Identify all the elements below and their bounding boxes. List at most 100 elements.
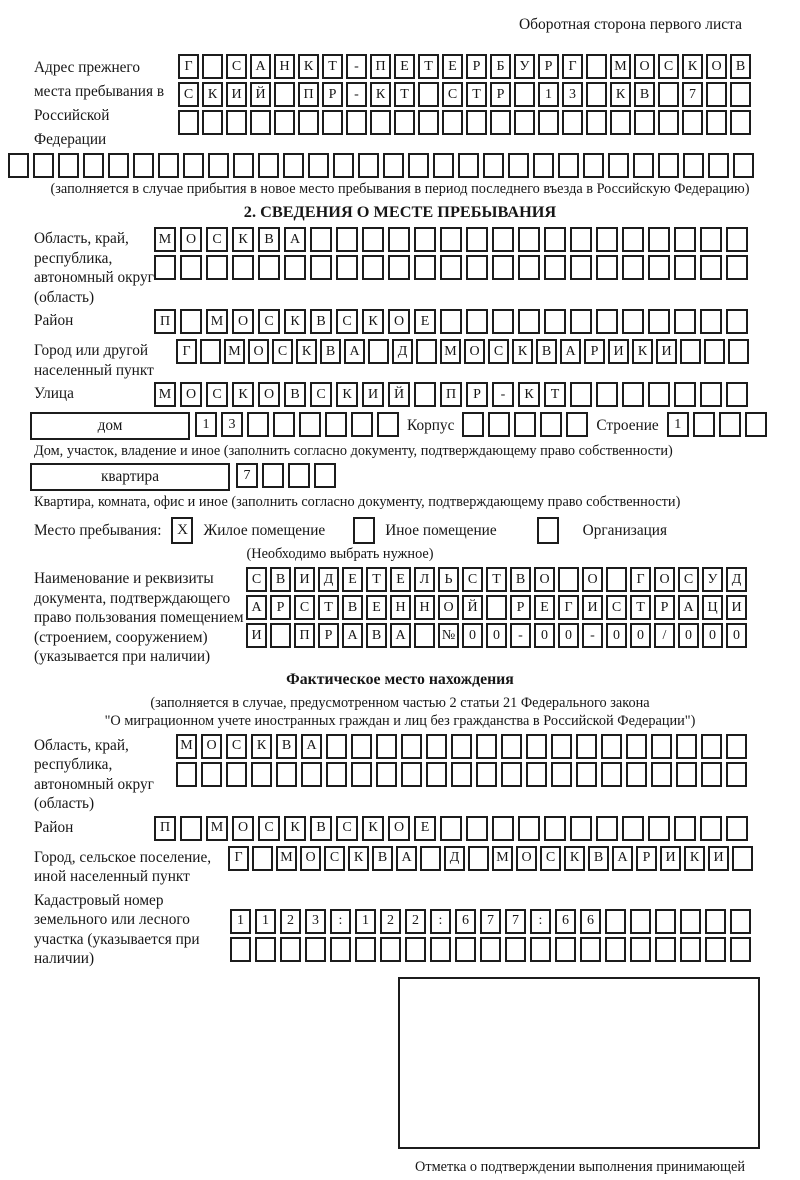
form-cell[interactable] [376,733,397,759]
form-cell[interactable] [674,382,696,407]
form-cell[interactable] [518,815,540,841]
form-cell[interactable] [458,153,479,178]
form-cell[interactable] [744,412,767,437]
form-cell[interactable] [706,110,727,135]
form-cell[interactable]: К [336,382,358,407]
form-cell[interactable] [718,412,741,437]
form-cell[interactable]: К [682,54,703,79]
form-cell[interactable] [233,153,254,178]
form-cell[interactable]: А [560,339,581,364]
form-cell[interactable]: А [390,623,411,648]
form-cell[interactable]: - [346,54,367,79]
form-cell[interactable] [551,761,572,787]
form-cell[interactable]: К [684,845,705,871]
form-cell[interactable] [440,255,462,280]
form-cell[interactable] [466,309,488,334]
form-cell[interactable] [492,309,514,334]
form-cell[interactable]: О [388,309,410,334]
form-cell[interactable]: 6 [580,908,601,934]
form-cell[interactable] [483,153,504,178]
form-cell[interactable] [730,936,751,962]
form-cell[interactable]: Т [466,82,487,107]
form-cell[interactable]: И [226,82,247,107]
form-cell[interactable] [405,936,426,962]
form-cell[interactable] [183,153,204,178]
form-cell[interactable] [676,761,697,787]
form-cell[interactable]: Л [414,567,435,592]
form-cell[interactable] [610,110,631,135]
form-cell[interactable] [551,733,572,759]
form-cell[interactable]: 3 [221,412,243,437]
form-cell[interactable]: Е [342,567,363,592]
form-cell[interactable] [420,845,441,871]
form-cell[interactable] [518,255,540,280]
form-cell[interactable] [492,255,514,280]
form-cell[interactable] [648,255,670,280]
form-cell[interactable]: С [442,82,463,107]
form-cell[interactable]: А [246,595,267,620]
form-cell[interactable]: А [301,733,322,759]
form-cell[interactable]: 3 [305,908,326,934]
form-cell[interactable] [544,227,566,252]
form-cell[interactable] [514,110,535,135]
form-cell[interactable] [418,82,439,107]
kvartira-box[interactable]: квартира [30,463,230,491]
form-cell[interactable] [566,412,589,437]
form-cell[interactable] [605,936,626,962]
form-cell[interactable] [682,110,703,135]
form-cell[interactable]: В [588,845,609,871]
form-cell[interactable]: И [660,845,681,871]
form-cell[interactable]: : [430,908,451,934]
form-cell[interactable] [674,309,696,334]
form-cell[interactable]: 1 [538,82,559,107]
form-cell[interactable]: Ц [702,595,723,620]
checkbox-organizatsiya[interactable] [536,517,559,544]
form-cell[interactable] [658,153,679,178]
form-cell[interactable] [634,110,655,135]
form-cell[interactable] [426,761,447,787]
form-cell[interactable]: П [370,54,391,79]
form-cell[interactable]: 0 [726,623,747,648]
form-cell[interactable] [408,153,429,178]
form-cell[interactable] [726,309,748,334]
form-cell[interactable]: К [232,382,254,407]
form-cell[interactable] [440,309,462,334]
form-cell[interactable]: С [462,567,483,592]
form-cell[interactable] [252,845,273,871]
form-cell[interactable] [488,412,511,437]
form-cell[interactable]: 3 [562,82,583,107]
form-cell[interactable] [133,153,154,178]
form-cell[interactable] [258,153,279,178]
form-cell[interactable]: К [632,339,653,364]
form-cell[interactable] [208,153,229,178]
form-cell[interactable]: 7 [682,82,703,107]
form-cell[interactable]: 2 [380,908,401,934]
form-cell[interactable]: / [654,623,675,648]
form-cell[interactable]: К [232,227,254,252]
form-cell[interactable] [466,815,488,841]
form-cell[interactable]: И [726,595,747,620]
form-cell[interactable]: О [232,309,254,334]
form-cell[interactable] [680,936,701,962]
form-cell[interactable] [570,309,592,334]
form-cell[interactable] [430,936,451,962]
form-cell[interactable] [648,382,670,407]
form-cell[interactable]: 2 [280,908,301,934]
form-cell[interactable]: 0 [630,623,651,648]
form-cell[interactable]: О [706,54,727,79]
form-cell[interactable] [596,382,618,407]
form-cell[interactable]: П [440,382,462,407]
form-cell[interactable] [401,761,422,787]
form-cell[interactable] [247,412,269,437]
form-cell[interactable]: 0 [534,623,555,648]
form-cell[interactable]: 0 [486,623,507,648]
form-cell[interactable]: С [178,82,199,107]
form-cell[interactable] [730,110,751,135]
form-cell[interactable] [305,936,326,962]
form-cell[interactable]: М [154,227,176,252]
form-cell[interactable]: 6 [555,908,576,934]
form-cell[interactable] [280,936,301,962]
form-cell[interactable] [700,227,722,252]
form-cell[interactable]: М [206,309,228,334]
form-cell[interactable] [674,227,696,252]
